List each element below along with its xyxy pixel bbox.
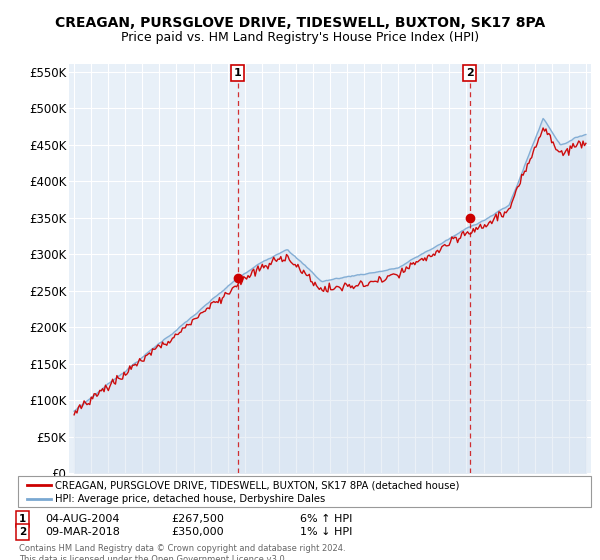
Text: Price paid vs. HM Land Registry's House Price Index (HPI): Price paid vs. HM Land Registry's House … bbox=[121, 31, 479, 44]
Text: 1% ↓ HPI: 1% ↓ HPI bbox=[300, 527, 352, 537]
Text: Contains HM Land Registry data © Crown copyright and database right 2024.
This d: Contains HM Land Registry data © Crown c… bbox=[19, 544, 346, 560]
Text: 04-AUG-2004: 04-AUG-2004 bbox=[45, 514, 119, 524]
Text: 2: 2 bbox=[19, 527, 26, 537]
Text: HPI: Average price, detached house, Derbyshire Dales: HPI: Average price, detached house, Derb… bbox=[55, 494, 325, 504]
Text: 1: 1 bbox=[19, 514, 26, 524]
Text: 09-MAR-2018: 09-MAR-2018 bbox=[45, 527, 120, 537]
Text: 2: 2 bbox=[466, 68, 473, 78]
Text: 6% ↑ HPI: 6% ↑ HPI bbox=[300, 514, 352, 524]
Text: £350,000: £350,000 bbox=[171, 527, 224, 537]
Text: CREAGAN, PURSGLOVE DRIVE, TIDESWELL, BUXTON, SK17 8PA (detached house): CREAGAN, PURSGLOVE DRIVE, TIDESWELL, BUX… bbox=[55, 480, 460, 490]
Text: £267,500: £267,500 bbox=[171, 514, 224, 524]
Text: 1: 1 bbox=[233, 68, 241, 78]
Text: CREAGAN, PURSGLOVE DRIVE, TIDESWELL, BUXTON, SK17 8PA: CREAGAN, PURSGLOVE DRIVE, TIDESWELL, BUX… bbox=[55, 16, 545, 30]
